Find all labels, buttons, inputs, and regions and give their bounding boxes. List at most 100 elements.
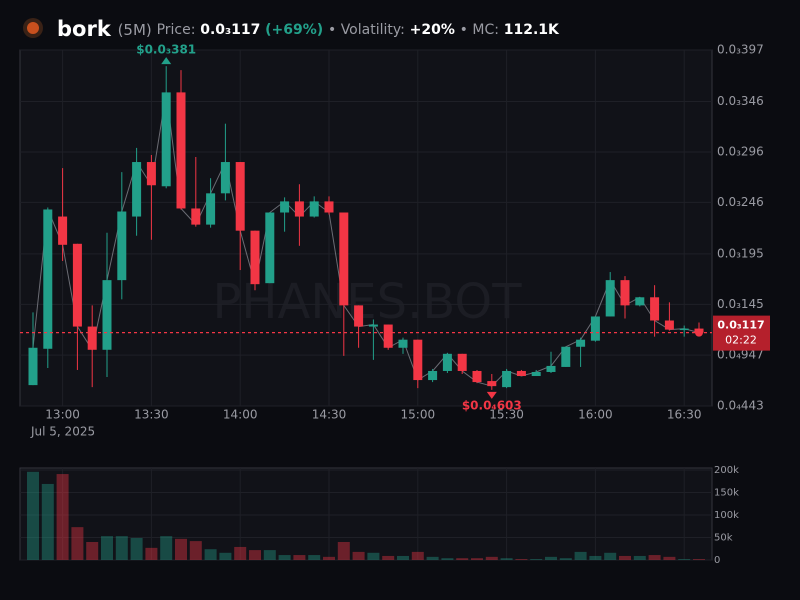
close-line <box>32 92 700 387</box>
candle-body <box>280 201 290 213</box>
countdown: 02:22 <box>725 334 757 347</box>
price-panel <box>19 49 713 407</box>
candle-body <box>87 326 97 350</box>
y-tick-label: 0.0₃195 <box>717 246 764 260</box>
volume-bar <box>471 558 483 560</box>
high-marker-label: $0.0₃381 <box>136 43 196 57</box>
volume-bar <box>604 552 617 560</box>
candle-body <box>472 370 482 383</box>
candle-body <box>102 280 112 350</box>
volume-bar <box>441 558 454 560</box>
volume-bar <box>337 542 350 560</box>
volatility-label: • Volatility: <box>328 22 405 38</box>
volume-bar <box>485 556 498 560</box>
y-tick-label: 0.0₃346 <box>717 94 764 108</box>
volume-tick-label: 50k <box>714 533 733 544</box>
y-tick-label: 0.0₃145 <box>717 297 764 311</box>
candle-body <box>590 316 600 341</box>
y-tick-label: 0.0₄947 <box>717 348 764 362</box>
volume-bar <box>633 555 646 560</box>
volume-bar <box>278 555 291 560</box>
volume-tick-label: 100k <box>714 510 739 521</box>
volume-bar <box>545 556 557 560</box>
candle-body <box>368 324 378 327</box>
candle-body <box>235 162 245 231</box>
candle-body <box>679 328 689 331</box>
candle-body <box>664 320 674 330</box>
x-tick-label: 15:00 <box>401 408 436 422</box>
candle-body <box>354 305 364 327</box>
watermark: PHANES.BOT <box>212 274 522 330</box>
x-tick-label: 16:00 <box>578 408 613 422</box>
low-marker-label: $0.0₄603 <box>462 398 522 412</box>
price-box-label: 0.0₃117 <box>717 319 764 332</box>
y-tick-label: 0.0₃397 <box>717 43 764 57</box>
candle-body <box>650 297 660 321</box>
volume-panel <box>19 467 713 561</box>
candle-body <box>220 162 230 194</box>
candle-body <box>516 370 526 377</box>
candle-body <box>191 208 201 225</box>
candle-body <box>383 324 393 348</box>
x-tick-label: 13:30 <box>134 408 169 422</box>
candle-body <box>161 92 171 187</box>
candle-body <box>309 201 319 217</box>
volume-bar <box>382 555 395 560</box>
candle-body <box>487 381 497 387</box>
volume-bar <box>589 555 602 560</box>
volume-bar <box>293 555 306 560</box>
candle-body <box>206 193 216 225</box>
candle-body <box>117 211 127 281</box>
candle-body <box>502 370 512 388</box>
volume-bar <box>411 551 424 560</box>
volume-bar <box>115 536 128 560</box>
volume-bar <box>530 559 543 560</box>
low-marker <box>486 391 497 399</box>
volume-bar <box>101 536 113 560</box>
y-tick-label: 0.0₃246 <box>717 195 764 209</box>
price-dot <box>695 328 703 337</box>
x-tick-label: 14:30 <box>312 408 347 422</box>
candle-body <box>324 201 334 213</box>
volume-bar <box>308 555 321 560</box>
price-box <box>713 315 770 351</box>
x-tick-label: 14:00 <box>223 408 258 422</box>
volume-bar <box>323 556 335 560</box>
x-tick-label: 15:30 <box>489 408 524 422</box>
volume-bar <box>663 556 676 560</box>
y-tick-label: 0.0₄443 <box>717 399 764 413</box>
candle-body <box>265 212 275 284</box>
y-tick-label: 0.0₃296 <box>717 144 764 158</box>
candle-body <box>576 339 586 347</box>
candle-body <box>146 162 156 186</box>
volume-bar <box>397 555 409 560</box>
change: (+69%) <box>265 22 323 38</box>
candle-body <box>561 346 571 367</box>
candle-body <box>442 353 452 371</box>
volume-bar <box>175 538 187 560</box>
candle-body <box>428 370 438 381</box>
candle-body <box>546 365 556 372</box>
candle-body <box>28 347 38 386</box>
volume-bar <box>678 559 691 560</box>
volume-bar <box>130 537 143 560</box>
volume-bar <box>456 558 469 560</box>
volume-bar <box>426 556 439 560</box>
volume-bar <box>515 559 528 560</box>
volume-bar <box>648 555 661 560</box>
volume-bar <box>619 555 631 560</box>
interval: (5M) <box>118 21 152 39</box>
candle-body <box>635 297 645 306</box>
volume-bar <box>189 541 202 560</box>
volume-bar <box>27 471 39 560</box>
candle-body <box>398 339 408 348</box>
volume-bar <box>145 547 158 560</box>
candle-body <box>457 353 467 371</box>
mc: 112.1K <box>504 22 560 38</box>
volume-bar <box>263 550 276 560</box>
header: bork (5M) Price: 0.0₃117 (+69%) • Volati… <box>57 17 560 41</box>
volume-bar <box>56 474 69 560</box>
token-icon-inner <box>27 22 39 34</box>
